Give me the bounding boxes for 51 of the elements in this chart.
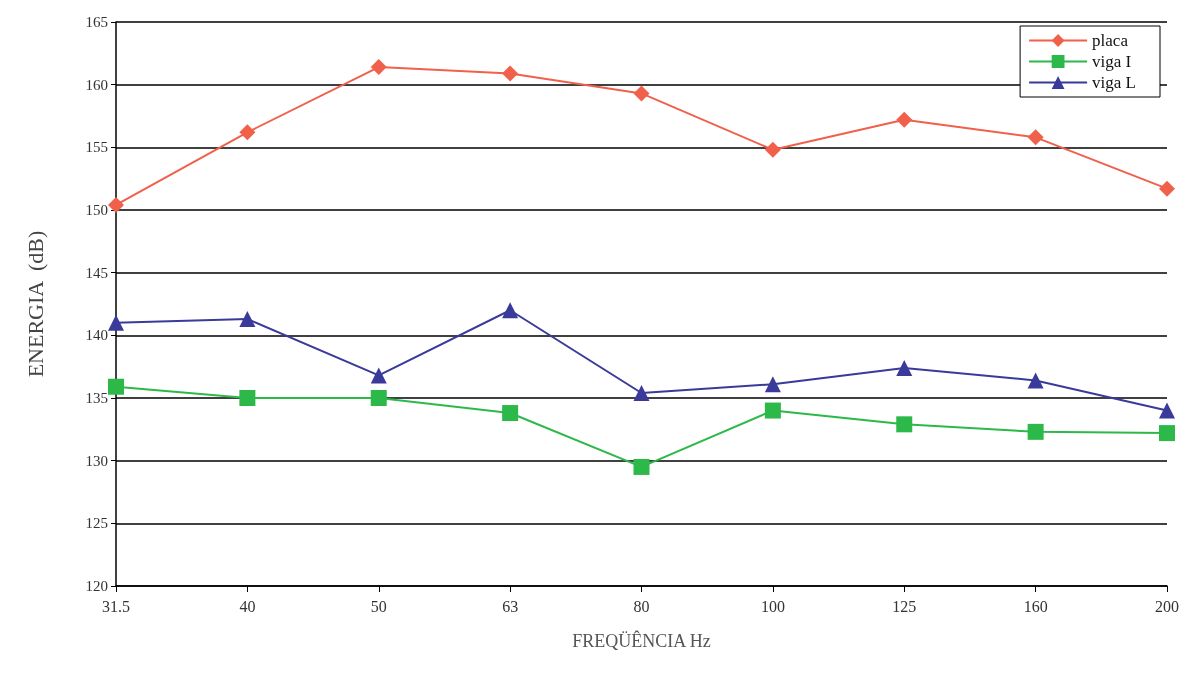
legend-label: placa bbox=[1092, 31, 1129, 50]
x-tick-label: 80 bbox=[633, 597, 650, 615]
y-tick-label: 135 bbox=[85, 390, 108, 406]
y-tick-label: 155 bbox=[85, 139, 108, 156]
x-tick-label: 50 bbox=[370, 597, 387, 615]
y-tick-label: 150 bbox=[85, 202, 108, 218]
point bbox=[1159, 180, 1175, 197]
legend-label: viga I bbox=[1092, 52, 1132, 71]
point bbox=[239, 124, 256, 141]
point bbox=[239, 390, 256, 406]
point bbox=[502, 302, 519, 319]
point bbox=[764, 376, 781, 393]
point bbox=[1159, 402, 1175, 419]
point bbox=[764, 402, 781, 419]
y-tick-label: 145 bbox=[85, 264, 108, 281]
point bbox=[633, 85, 650, 102]
legend-label: viga L bbox=[1092, 73, 1136, 92]
x-tick-label: 31.5 bbox=[102, 597, 130, 615]
point bbox=[633, 458, 650, 475]
point bbox=[370, 390, 387, 406]
x-axis-title: FREQÜÊNCIA Hz bbox=[572, 630, 711, 651]
point bbox=[370, 367, 387, 384]
point bbox=[502, 65, 519, 82]
y-tick-label: 160 bbox=[85, 76, 108, 93]
y-tick-label: 125 bbox=[85, 515, 108, 532]
x-tick-label: 200 bbox=[1155, 597, 1179, 615]
y-tick-label: 140 bbox=[85, 327, 108, 344]
point bbox=[239, 311, 256, 328]
point bbox=[1159, 425, 1175, 442]
point bbox=[896, 416, 913, 433]
x-tick-label: 63 bbox=[502, 597, 519, 615]
point bbox=[1027, 129, 1044, 146]
x-tick-label: 160 bbox=[1023, 597, 1048, 615]
point bbox=[764, 141, 781, 158]
point bbox=[108, 378, 124, 395]
point bbox=[633, 384, 650, 401]
point bbox=[1027, 372, 1044, 389]
x-tick-label: 40 bbox=[239, 597, 256, 615]
x-tick-label: 125 bbox=[892, 597, 917, 615]
point bbox=[502, 405, 519, 422]
point bbox=[1027, 423, 1044, 440]
point bbox=[896, 359, 913, 376]
point bbox=[896, 111, 913, 128]
point bbox=[370, 59, 387, 76]
y-tick-label: 165 bbox=[85, 14, 108, 30]
y-axis-title: ENERGIA (dB) bbox=[22, 230, 48, 378]
point bbox=[108, 196, 124, 213]
point bbox=[108, 314, 124, 331]
x-tick-label: 100 bbox=[760, 597, 785, 615]
y-tick-label: 120 bbox=[85, 578, 108, 594]
y-tick-label: 130 bbox=[85, 452, 108, 469]
